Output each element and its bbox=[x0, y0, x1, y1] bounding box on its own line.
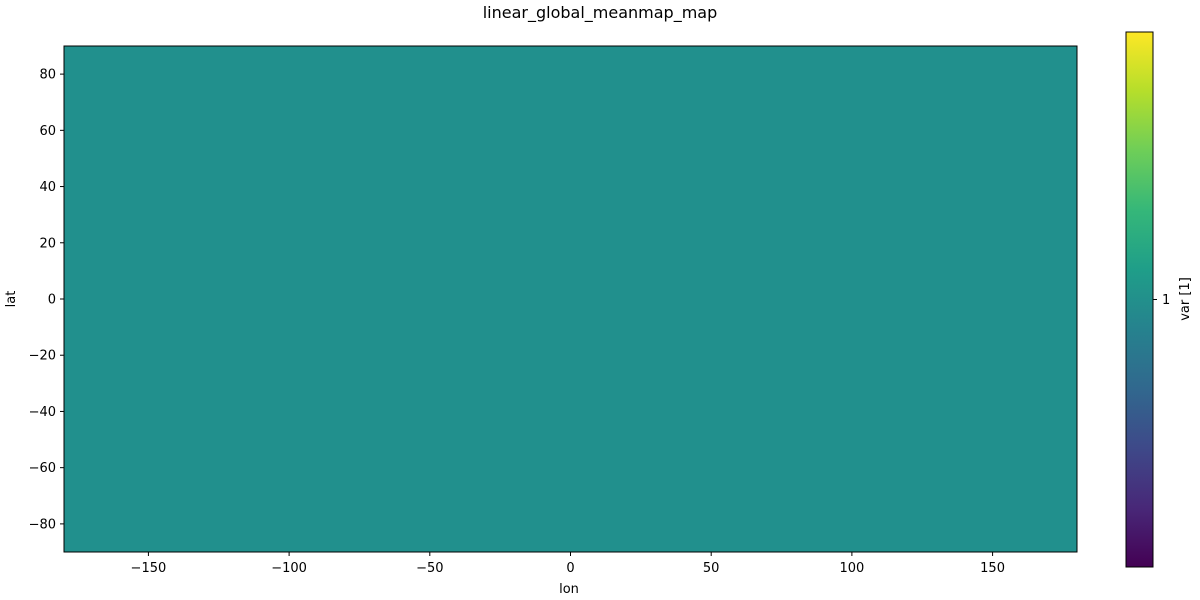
y-tick-label: 80 bbox=[39, 68, 56, 83]
chart-title: linear_global_meanmap_map bbox=[483, 3, 718, 23]
plot-area bbox=[63, 45, 1078, 553]
x-axis-label: lon bbox=[559, 582, 579, 597]
x-tick-label: −50 bbox=[416, 561, 443, 576]
colorbar-gradient bbox=[1126, 32, 1153, 567]
y-tick-label: −20 bbox=[29, 349, 56, 364]
mean-field-cell bbox=[64, 46, 1077, 552]
colorbar-tick-label: 1 bbox=[1162, 293, 1170, 308]
colorbar-ticks: 1 bbox=[1153, 293, 1170, 308]
x-tick-label: 0 bbox=[566, 561, 574, 576]
y-tick-label: −40 bbox=[29, 405, 56, 420]
x-tick-label: 150 bbox=[980, 561, 1005, 576]
x-tick-label: −150 bbox=[131, 561, 167, 576]
y-tick-label: −80 bbox=[29, 517, 56, 532]
y-tick-label: 20 bbox=[39, 236, 56, 251]
y-tick-label: 40 bbox=[39, 180, 56, 195]
x-tick-label: 50 bbox=[703, 561, 720, 576]
colorbar-label: var [1] bbox=[1178, 277, 1193, 321]
x-tick-label: −100 bbox=[271, 561, 307, 576]
y-tick-label: −60 bbox=[29, 461, 56, 476]
y-axis-label: lat bbox=[4, 291, 19, 308]
y-axis: −80 −60 −40 −20 0 20 40 60 80 bbox=[29, 68, 64, 532]
x-axis: −150 −100 −50 0 50 100 150 bbox=[131, 552, 1005, 576]
colorbar: 1 var [1] bbox=[1125, 31, 1193, 568]
x-tick-label: 100 bbox=[839, 561, 864, 576]
y-tick-label: 60 bbox=[39, 124, 56, 139]
y-tick-label: 0 bbox=[48, 293, 56, 308]
